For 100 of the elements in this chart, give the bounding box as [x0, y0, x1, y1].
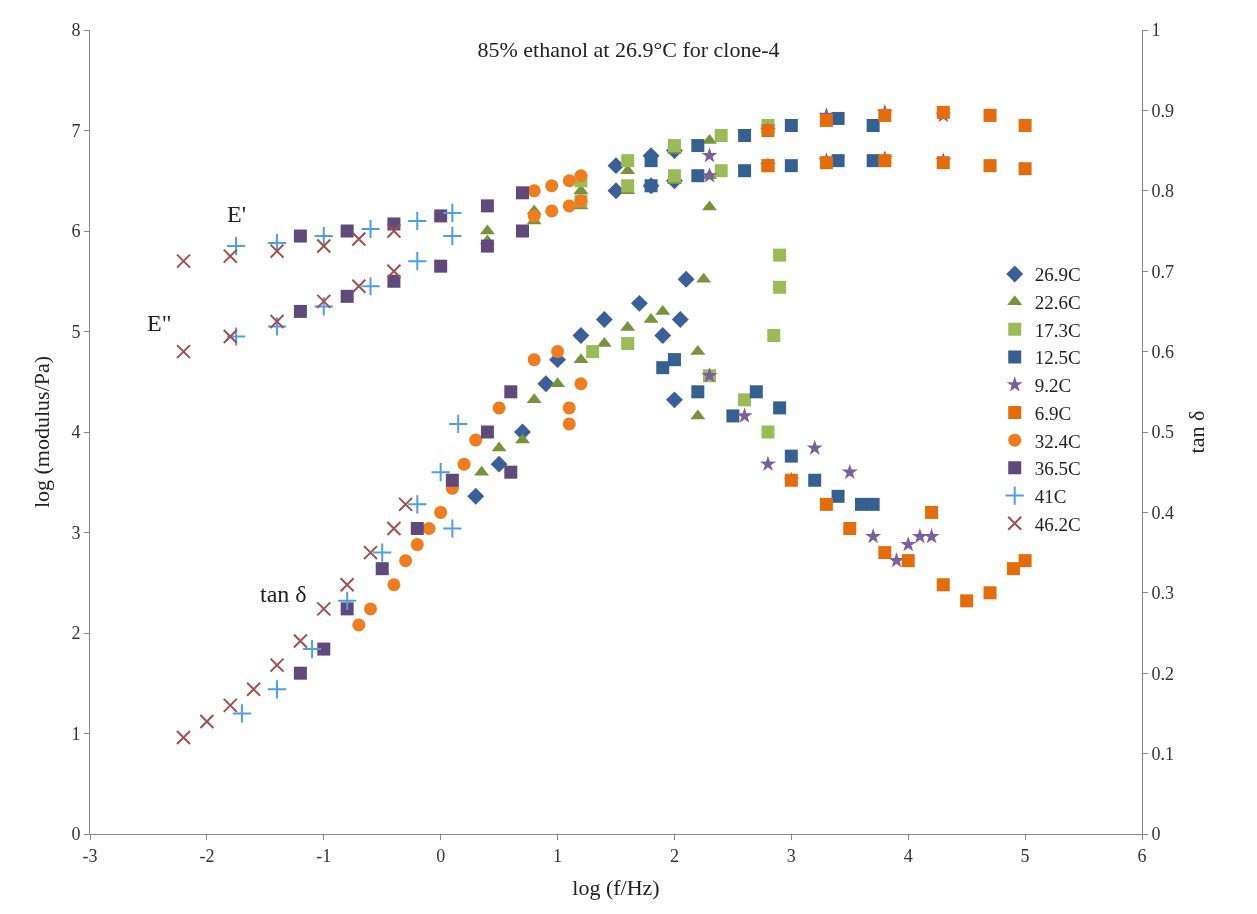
point: [854, 497, 868, 511]
point: [736, 407, 753, 423]
point: [562, 417, 576, 431]
point: [339, 577, 355, 593]
point: [551, 345, 565, 359]
point: [925, 505, 939, 519]
point: [231, 703, 253, 724]
point: [387, 274, 401, 288]
point: [266, 316, 288, 337]
point: [352, 618, 366, 632]
x-tick-label: 4: [903, 845, 913, 866]
point: [269, 657, 285, 673]
y-tick-label: 3: [71, 522, 81, 543]
point: [574, 169, 588, 183]
point: [545, 204, 559, 218]
point: [667, 169, 681, 183]
point: [738, 129, 752, 143]
point: [1006, 562, 1020, 576]
point: [492, 401, 506, 415]
point: [480, 425, 494, 439]
point: [422, 521, 436, 535]
point: [410, 521, 424, 535]
point: [313, 225, 334, 247]
point: [878, 154, 892, 168]
x-tick-label: 3: [786, 845, 796, 866]
x-tick-label: 6: [1137, 845, 1147, 866]
x-tick-label: 2: [669, 845, 679, 866]
point: [226, 326, 247, 347]
point: [607, 157, 625, 175]
chart-title: 85% ethanol at 26.9°C for clone-4: [477, 36, 780, 62]
point: [691, 139, 705, 153]
point: [442, 518, 463, 539]
legend-label: 46.2C: [1034, 513, 1081, 535]
point: [360, 276, 381, 297]
point: [434, 505, 448, 519]
y-tick-label: 4: [71, 422, 81, 443]
point: [841, 463, 858, 479]
point: [911, 528, 928, 544]
point: [900, 536, 917, 552]
point: [677, 270, 695, 288]
y-tick-label: 8: [71, 20, 81, 41]
point: [372, 542, 393, 563]
legend-label: 32.4C: [1034, 430, 1081, 452]
point: [714, 129, 728, 143]
point: [701, 167, 718, 183]
point: [983, 108, 997, 122]
legend-label: 12.5C: [1034, 347, 1081, 369]
y2-tick-label: 0.3: [1151, 583, 1175, 604]
point: [621, 337, 635, 351]
point: [586, 345, 600, 359]
point: [595, 310, 613, 328]
point: [831, 154, 845, 168]
point: [806, 439, 823, 455]
point: [574, 377, 588, 391]
point: [386, 520, 402, 536]
y-axis-title: log (modulus/Pa): [29, 355, 55, 509]
point: [316, 293, 332, 309]
y-tick-label: 1: [71, 723, 81, 744]
point: [878, 546, 892, 560]
legend-label: 17.3C: [1034, 319, 1081, 341]
legend-label: 26.9C: [1034, 264, 1081, 286]
point: [360, 218, 381, 240]
legend-label: 36.5C: [1034, 458, 1081, 480]
point: [866, 497, 880, 511]
point: [621, 179, 635, 193]
point: [831, 111, 845, 125]
x-tick-label: -1: [316, 845, 332, 866]
point: [448, 413, 469, 435]
point: [749, 385, 763, 399]
point: [490, 455, 508, 473]
point: [665, 391, 683, 409]
point: [1018, 554, 1032, 568]
point: [480, 199, 494, 213]
point: [222, 329, 238, 345]
point: [527, 353, 541, 367]
point: [457, 457, 471, 471]
point: [901, 554, 915, 568]
point: [515, 186, 529, 200]
point: [630, 294, 648, 312]
point: [562, 199, 576, 213]
point: [726, 409, 740, 423]
point: [773, 248, 787, 262]
point: [430, 462, 451, 483]
point: [654, 327, 672, 344]
point: [983, 159, 997, 173]
point: [246, 681, 262, 697]
x-tick-label: 1: [553, 845, 563, 866]
point: [831, 489, 845, 503]
y2-tick-label: 0.5: [1151, 422, 1175, 443]
point: [222, 697, 238, 713]
y-tick-label: 6: [71, 221, 81, 242]
point: [199, 713, 215, 729]
point: [351, 278, 367, 294]
y-tick-label: 5: [71, 321, 81, 342]
y2-tick-label: 0.6: [1151, 341, 1175, 362]
point: [340, 289, 354, 303]
point: [671, 310, 689, 328]
point: [340, 602, 354, 616]
point: [767, 329, 781, 343]
point: [363, 545, 379, 561]
